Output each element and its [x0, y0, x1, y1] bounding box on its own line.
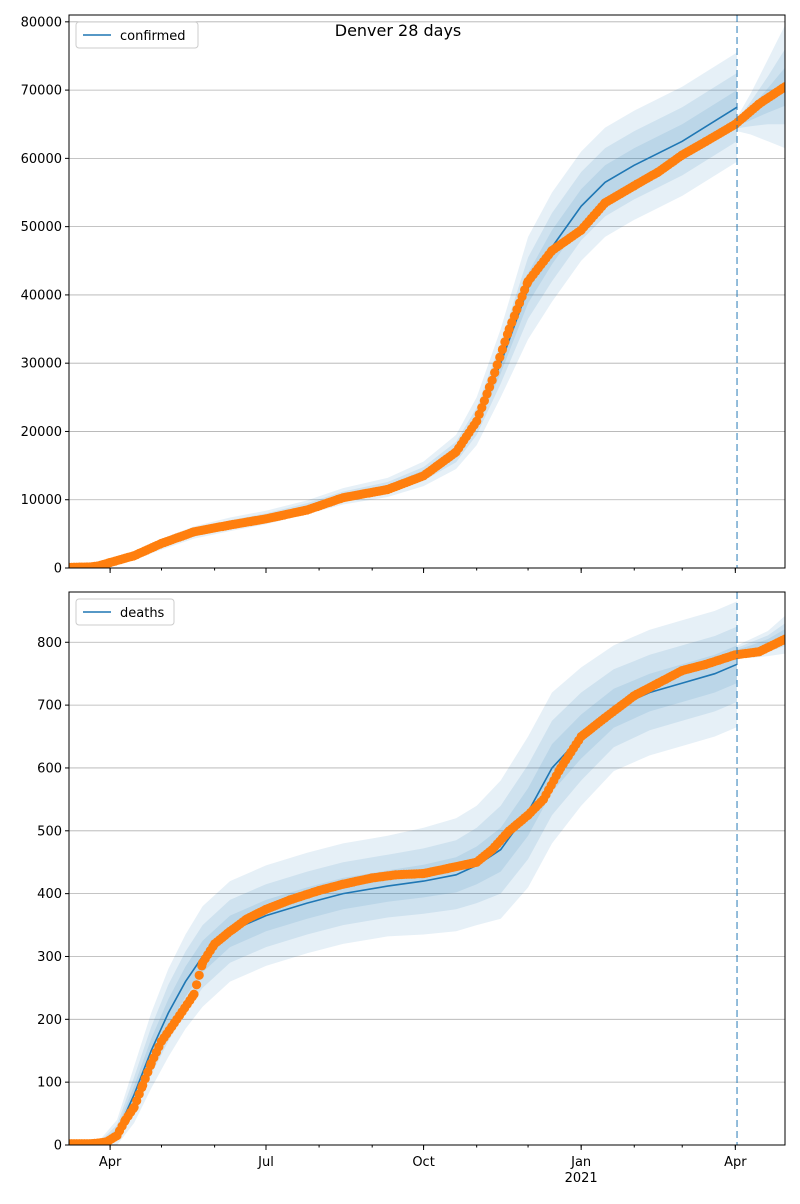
y-tick-label: 300 [37, 950, 62, 965]
y-tick-label: 30000 [21, 357, 62, 372]
observed-point [492, 360, 502, 370]
y-tick-label: 0 [54, 1139, 62, 1154]
legend-label: confirmed [120, 29, 186, 44]
x-tick-label: 2021 [565, 1171, 598, 1186]
plot-area [69, 25, 785, 568]
deaths-panel: 0 100 200 300 400 500 600 700 800 Apr Jul Oct Jan202… [37, 591, 786, 1186]
y-tick-label: 40000 [21, 288, 62, 303]
figure-title: Denver 28 days [335, 21, 462, 40]
observed-point [490, 368, 500, 378]
credible-band [69, 73, 737, 568]
y-tick-label: 200 [37, 1013, 62, 1028]
observed-point [780, 634, 785, 644]
axes-frame [68, 591, 786, 1146]
credible-band [69, 90, 737, 568]
observed-point [189, 989, 199, 999]
x-tick-label: Apr [99, 1155, 122, 1170]
observed-point [192, 980, 202, 990]
axes-frame [68, 14, 786, 569]
observed-point [477, 403, 487, 413]
credible-band [69, 52, 737, 568]
plot-area [69, 601, 785, 1145]
observed-point [500, 337, 510, 347]
y-tick-label: 50000 [21, 220, 62, 235]
y-tick-label: 600 [37, 761, 62, 776]
observed-point [497, 344, 507, 355]
y-tick-label: 10000 [21, 493, 62, 508]
confirmed-panel: 0 10000 20000 30000 40000 50000 60000 70000 8000… [21, 14, 786, 577]
observed-point [780, 82, 785, 92]
y-tick-label: 400 [37, 887, 62, 902]
y-tick-label: 800 [37, 636, 62, 651]
y-tick-label: 70000 [21, 84, 62, 99]
y-tick-label: 20000 [21, 425, 62, 440]
legend [75, 21, 199, 49]
observed-point [194, 970, 204, 980]
credible-band [69, 645, 737, 1145]
y-tick-label: 80000 [21, 15, 62, 30]
x-tick-label: Oct [412, 1155, 434, 1170]
y-tick-label: 0 [54, 562, 62, 577]
y-tick-label: 700 [37, 699, 62, 714]
legend-label: deaths [120, 606, 165, 621]
credible-band [737, 629, 785, 654]
x-tick-label: Jul [257, 1155, 274, 1170]
y-tick-label: 100 [37, 1076, 62, 1091]
legend [75, 598, 175, 626]
observed-point [495, 352, 505, 362]
observed-point [487, 375, 497, 385]
y-tick-label: 60000 [21, 152, 62, 167]
x-tick-label: Jan [570, 1155, 591, 1170]
x-tick-label: Apr [724, 1155, 747, 1170]
y-tick-label: 500 [37, 824, 62, 839]
